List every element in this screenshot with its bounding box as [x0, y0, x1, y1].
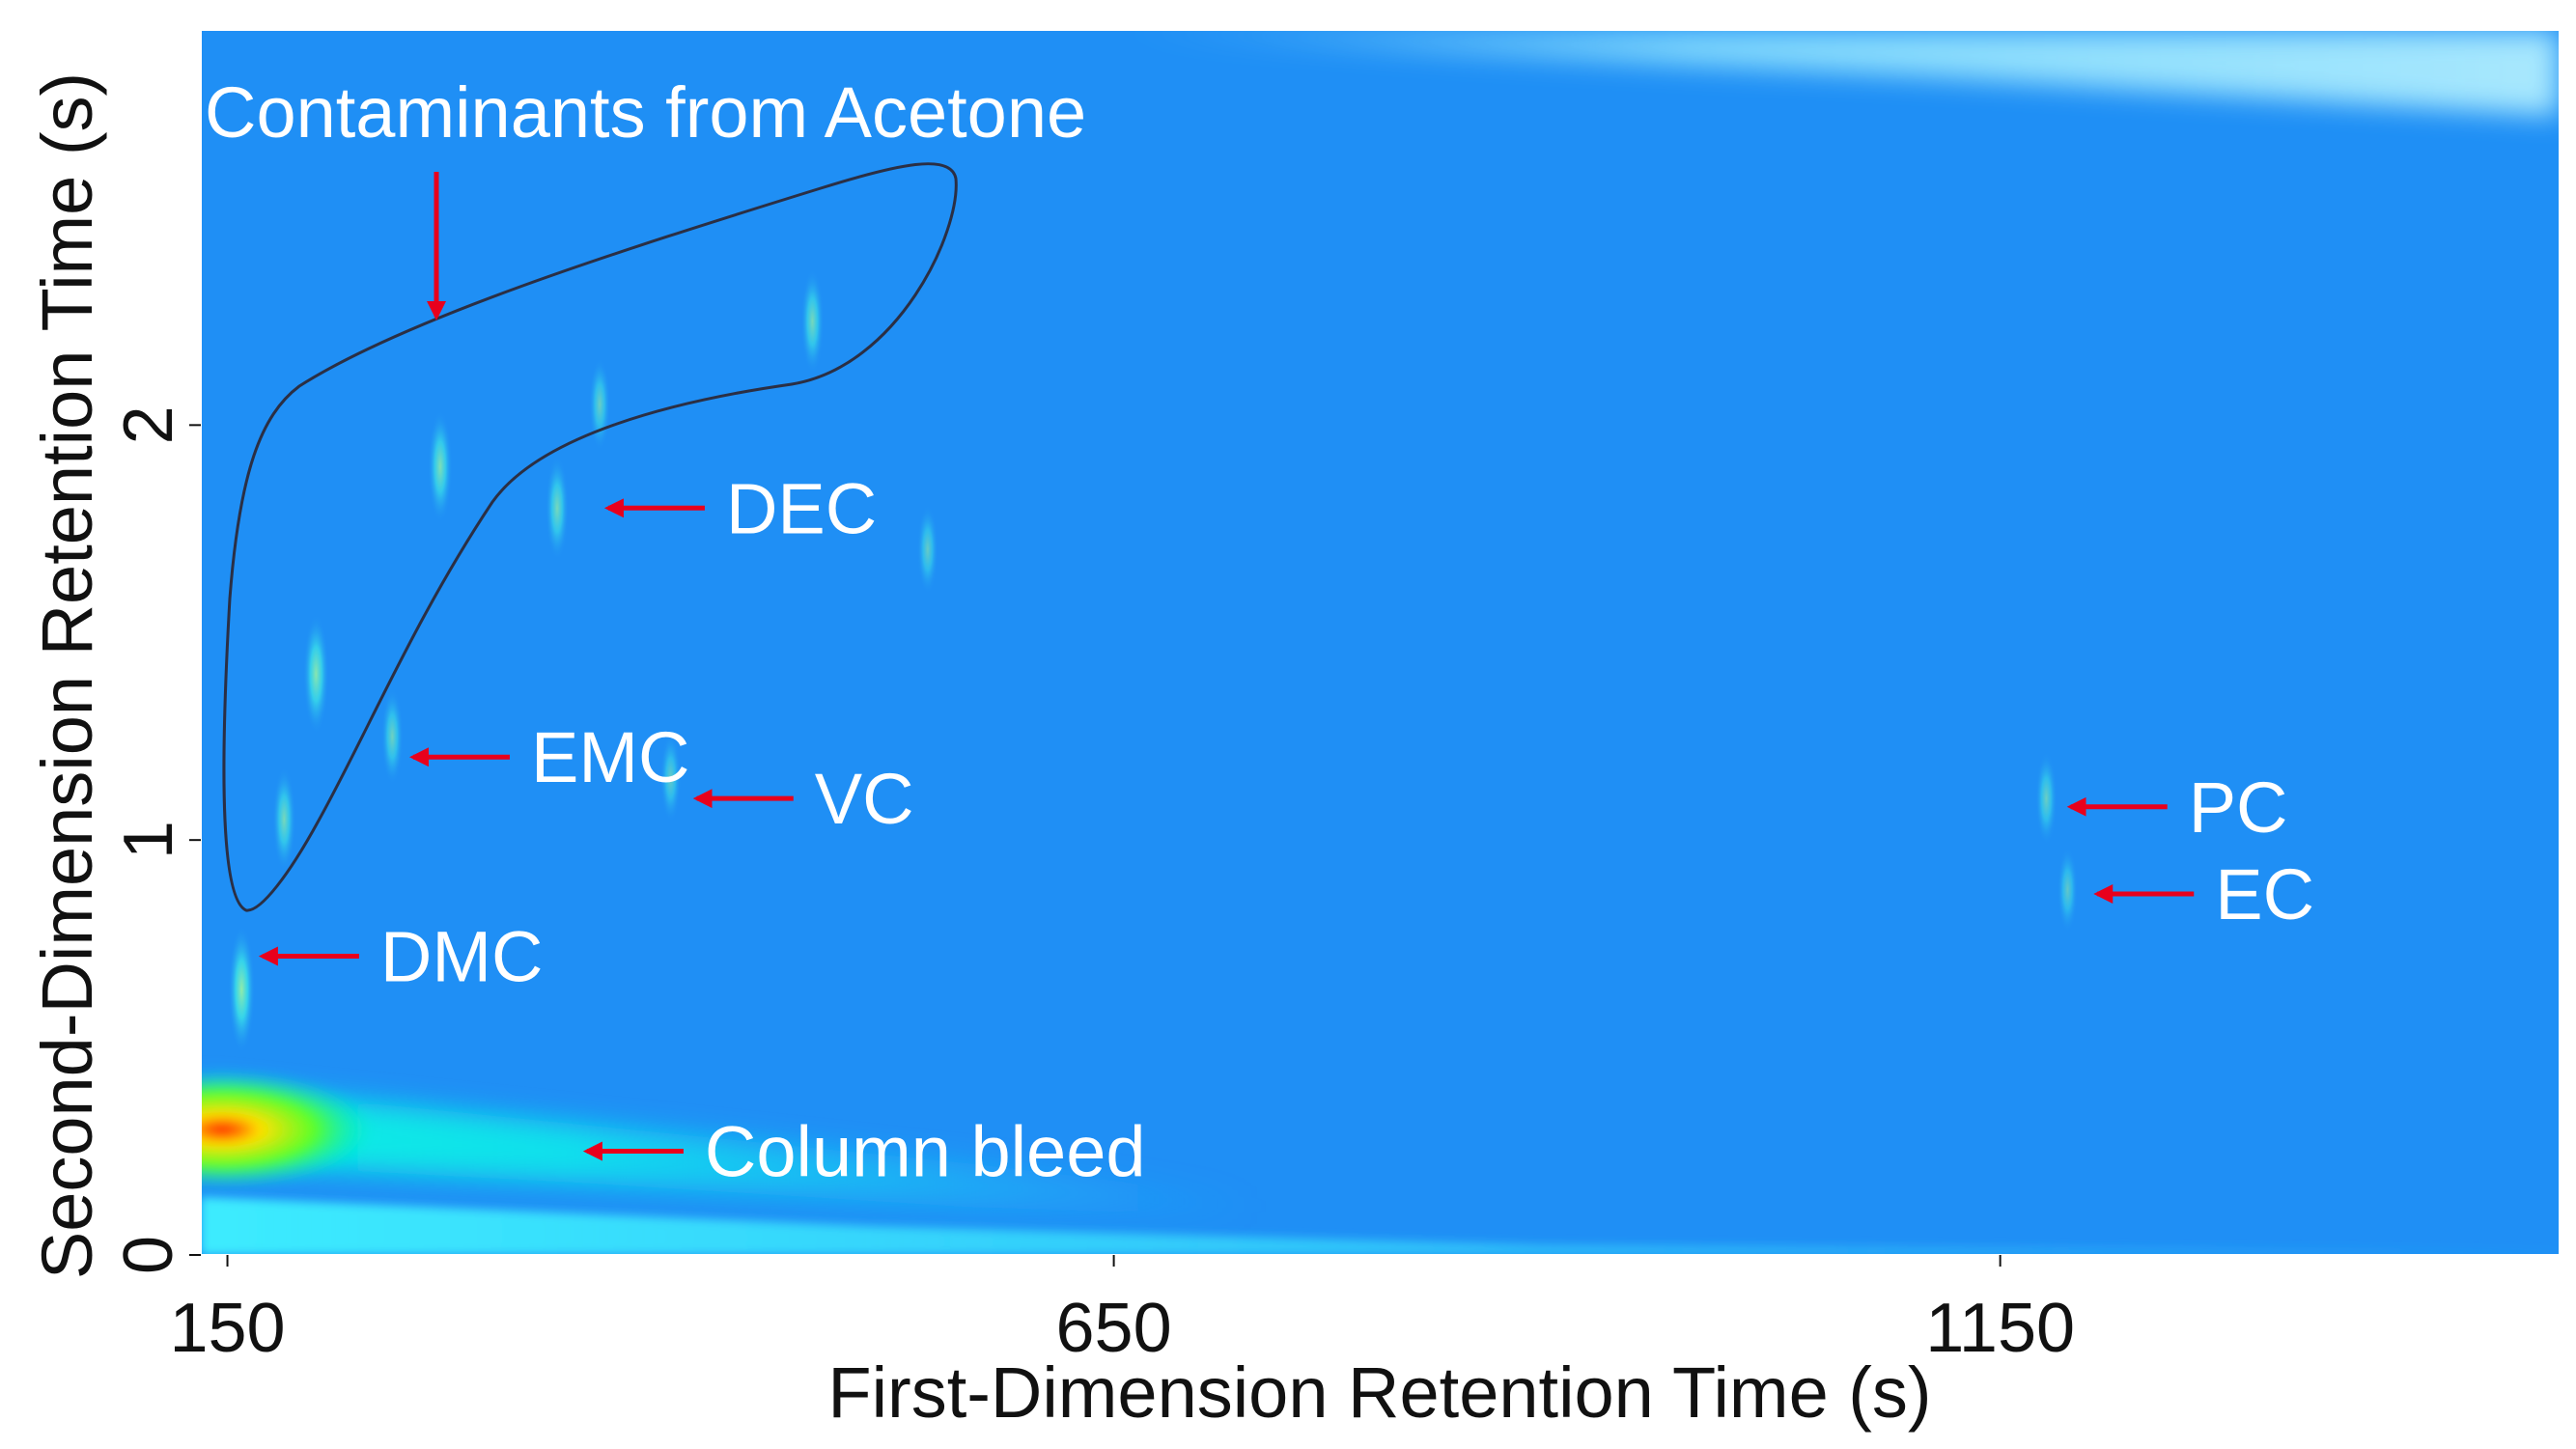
- column-bleed-band: [201, 1086, 1255, 1216]
- annotation-label-vc: VC: [815, 759, 914, 839]
- data-peak: [546, 456, 570, 561]
- top-glow-band: [1110, 31, 2559, 116]
- x-axis-title: First-Dimension Retention Time (s): [827, 1352, 1931, 1433]
- data-peak: [800, 268, 825, 374]
- annotation-label-dmc: DMC: [380, 917, 544, 997]
- annotation-label-emc: EMC: [531, 717, 689, 797]
- annotation-label-dec: DEC: [726, 468, 877, 548]
- data-peak: [659, 733, 682, 822]
- baseline-glow: [201, 1197, 2559, 1255]
- x-ticks: 150 650 1150: [169, 1255, 2075, 1367]
- data-peak: [428, 410, 453, 523]
- annotation-label-pc: PC: [2189, 767, 2288, 848]
- annotation-label-ec: EC: [2215, 854, 2314, 934]
- column-bleed-core: [201, 1070, 377, 1189]
- annotation-label-contaminants: Contaminants from Acetone: [205, 72, 1086, 153]
- contaminants-outline: [222, 162, 958, 912]
- data-peak: [916, 505, 938, 595]
- y-ticks: 0 1 2: [110, 405, 201, 1274]
- y-tick-label: 1: [110, 821, 187, 859]
- x-tick-label: 1150: [1925, 1290, 2075, 1367]
- x-tick-label: 650: [1056, 1290, 1172, 1367]
- y-tick-label: 0: [110, 1236, 187, 1274]
- data-peak: [228, 925, 256, 1053]
- data-peak: [380, 687, 404, 785]
- y-axis-title: Second-Dimension Retention Time (s): [27, 72, 107, 1279]
- x-tick-label: 150: [169, 1290, 285, 1367]
- y-tick-label: 2: [110, 405, 187, 444]
- data-peak: [2035, 752, 2058, 846]
- data-peak: [272, 766, 296, 872]
- data-peak: [589, 357, 611, 451]
- annotation-label-column-bleed: Column bleed: [705, 1112, 1146, 1192]
- data-peak: [303, 614, 329, 735]
- data-peak: [2057, 847, 2078, 933]
- plot-area: [201, 31, 2559, 1255]
